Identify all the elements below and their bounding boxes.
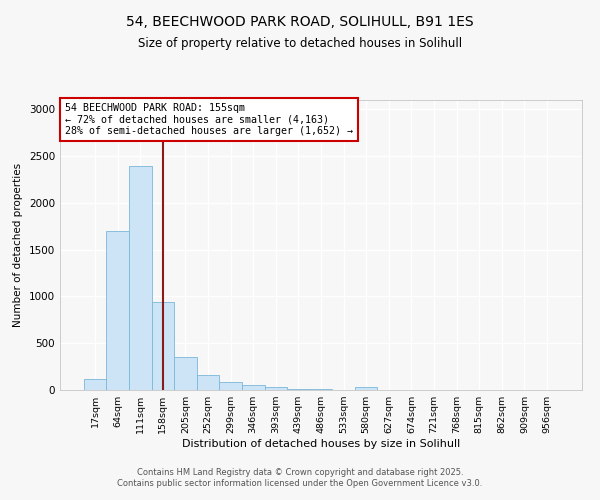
Bar (106, 231, 129, 390)
Text: Contains HM Land Registry data © Crown copyright and database right 2025.
Contai: Contains HM Land Registry data © Crown c… (118, 468, 482, 487)
X-axis label: Distribution of detached houses by size in Solihull: Distribution of detached houses by size … (182, 439, 460, 449)
Bar (265, 386, 287, 390)
Y-axis label: Number of detached properties: Number of detached properties (13, 163, 23, 327)
Bar (220, 382, 242, 390)
Bar (174, 358, 197, 390)
Text: 54 BEECHWOOD PARK ROAD: 155sqm
← 72% of detached houses are smaller (4,163)
28% : 54 BEECHWOOD PARK ROAD: 155sqm ← 72% of … (65, 103, 353, 136)
Text: 54, BEECHWOOD PARK ROAD, SOLIHULL, B91 1ES: 54, BEECHWOOD PARK ROAD, SOLIHULL, B91 1… (126, 15, 474, 29)
Bar (355, 387, 377, 390)
Text: Size of property relative to detached houses in Solihull: Size of property relative to detached ho… (138, 38, 462, 51)
Bar (242, 385, 265, 390)
Bar (152, 302, 174, 390)
Bar (197, 375, 220, 390)
Bar (287, 388, 310, 390)
Bar (129, 166, 152, 390)
Bar (84, 379, 106, 390)
Bar (310, 389, 332, 390)
